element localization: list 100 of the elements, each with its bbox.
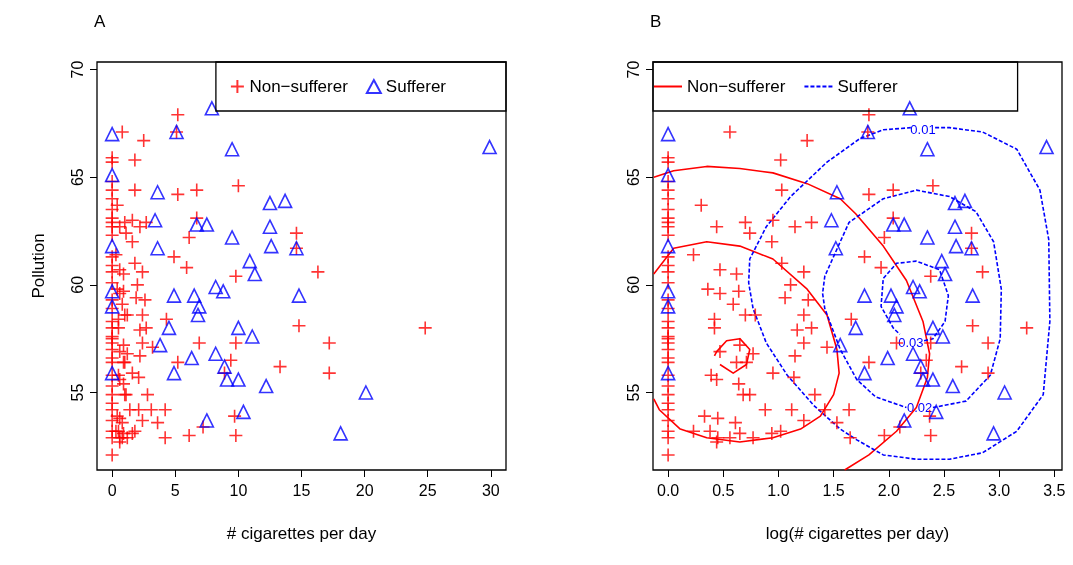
point [191,299,207,314]
point [945,378,961,394]
y-tick-label: 70 [68,60,86,79]
legend-label: Sufferer [837,77,898,96]
y-tick-label: 55 [624,383,642,402]
annotation: 0.03 [898,335,924,351]
x-tick-label: 1.0 [767,481,790,499]
chart-title: A [94,12,106,31]
point [902,100,918,116]
point [937,266,953,282]
x-tick-label: 15 [292,481,311,499]
x-tick-label: 5 [170,481,180,499]
point [957,193,973,209]
point [277,193,293,209]
x-axis-title: log(# cigarettes per day) [765,524,950,543]
point [905,346,921,362]
point [219,372,235,387]
point [247,266,263,282]
x-tick-label: 10 [229,481,248,499]
point [948,238,964,254]
point [935,329,951,344]
point [184,350,199,366]
y-tick-label: 60 [68,275,86,294]
point [333,426,348,441]
y-tick-label: 65 [624,168,642,187]
point [947,195,963,211]
point [482,139,497,155]
point [204,100,220,116]
chart-title: B [650,12,662,31]
point [161,320,177,336]
point [150,184,165,200]
x-axis-title: # cigarettes per day [226,524,377,543]
point [208,279,223,295]
point [215,284,231,299]
point [152,337,168,353]
point [848,320,863,336]
y-tick-label: 55 [68,383,86,402]
point [104,284,120,299]
point [258,378,274,394]
point [920,230,935,245]
point [857,288,872,303]
point [166,288,182,303]
point [104,238,120,254]
point [150,240,165,256]
point [1039,139,1054,155]
point [199,217,215,232]
point [244,329,260,344]
point [947,219,963,235]
point [224,141,240,157]
x-tick-label: 3.5 [1043,481,1066,499]
point [986,426,1001,441]
point [912,284,927,299]
point [231,372,246,387]
point [885,217,901,232]
annotation: 0.01 [910,122,936,138]
point [166,365,182,381]
point [104,126,120,142]
point [358,385,374,400]
point [965,288,980,303]
x-tick-label: 3.0 [987,481,1011,499]
point [224,230,240,245]
point [217,359,232,374]
point [231,320,246,336]
point [925,320,941,336]
point [896,413,912,428]
point [199,413,215,428]
point [147,212,163,228]
point [889,299,904,314]
x-tick-label: 2.0 [877,481,900,499]
point [920,141,935,157]
x-tick-label: 2.5 [932,481,956,499]
y-tick-label: 70 [624,60,642,79]
point [824,212,839,228]
point [857,365,872,381]
x-tick-label: 1.5 [822,481,845,499]
point [660,238,676,254]
point [189,217,205,232]
x-tick-label: 30 [481,481,500,499]
point [208,346,223,362]
legend-label: Non−sufferer [687,77,786,96]
x-tick-label: 25 [418,481,437,499]
point [262,219,278,235]
point [828,240,844,256]
x-tick-label: 0 [107,481,117,499]
point [242,253,258,269]
point [997,385,1012,400]
point [880,350,895,366]
legend-label: Non−sufferer [249,77,349,96]
x-tick-label: 0.5 [712,481,735,499]
point [660,284,676,299]
point [104,167,120,183]
point [263,238,279,254]
point [190,307,206,323]
y-tick-label: 65 [68,168,86,187]
point [925,372,941,387]
point [832,337,848,353]
point [934,253,950,269]
x-tick-label: 20 [355,481,374,499]
point [291,288,307,303]
point [829,184,845,200]
